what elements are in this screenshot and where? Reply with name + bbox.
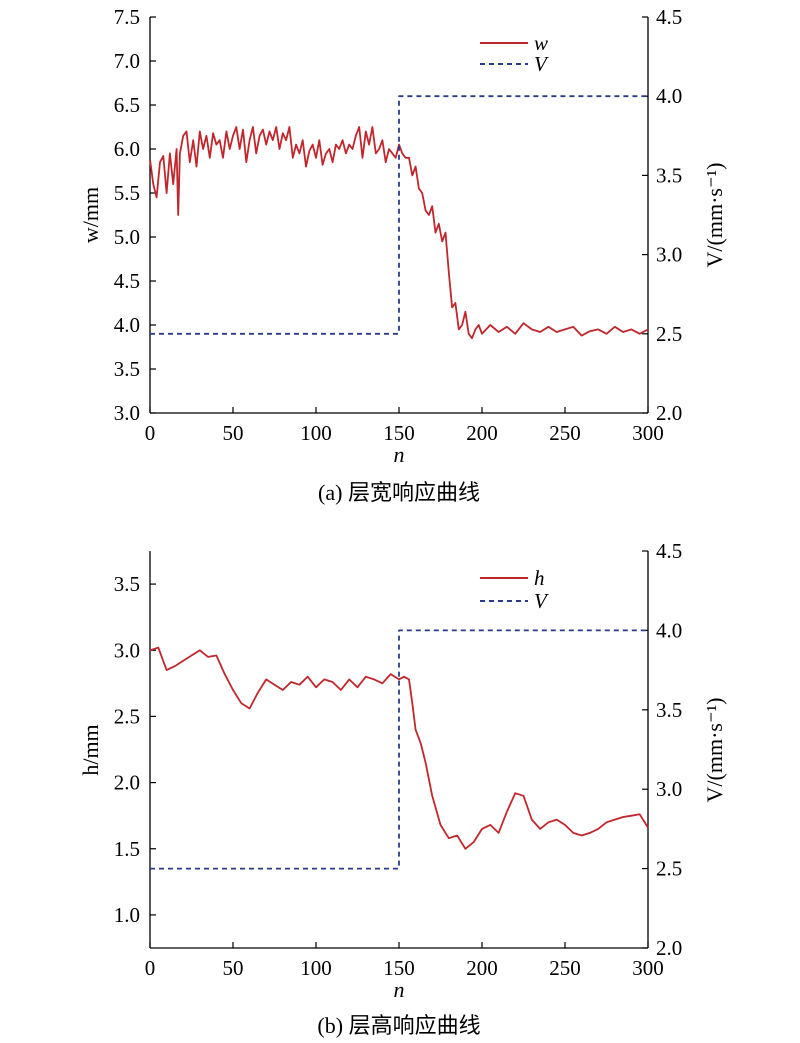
chart-a-y2tick-label: 3.0 — [656, 243, 682, 267]
chart-a-ylabel: w/mm — [78, 187, 103, 243]
chart-a-xtick-label: 200 — [466, 421, 498, 445]
chart-a-y2tick-label: 2.5 — [656, 322, 682, 346]
chart-b-y2ticks: 2.0 2.5 3.0 3.5 4.0 4.5 — [642, 539, 682, 960]
chart-b-xtick-label: 300 — [632, 956, 664, 980]
chart-a-ytick-label: 5.5 — [114, 181, 140, 205]
chart-a-y2tick-label: 4.5 — [656, 5, 682, 29]
chart-b-y2tick-label: 3.0 — [656, 777, 682, 801]
chart-b-y2tick-label: 3.5 — [656, 698, 682, 722]
chart-b-y2tick-label: 4.5 — [656, 539, 682, 563]
chart-a-ytick-label: 4.0 — [114, 313, 140, 337]
chart-b-ytick-label: 3.0 — [114, 638, 140, 662]
chart-a-xtick-label: 50 — [223, 421, 244, 445]
chart-b-legend-v-label: V — [534, 589, 549, 613]
chart-a-yticks: 3.0 3.5 4.0 4.5 5.0 5.5 6.0 6.5 7.0 7.5 — [114, 5, 156, 425]
chart-b-y2tick-label: 2.0 — [656, 936, 682, 960]
chart-a-y2tick-label: 3.5 — [656, 163, 682, 187]
chart-a-xticks: 0 50 100 150 200 250 300 — [145, 407, 664, 445]
chart-a-ytick-label: 3.5 — [114, 357, 140, 381]
chart-b-ytick-label: 1.0 — [114, 903, 140, 927]
chart-b-y2tick-label: 4.0 — [656, 618, 682, 642]
chart-b-xlabel: n — [394, 977, 405, 1002]
chart-b-series — [149, 629, 649, 870]
chart-a-y2tick-label: 4.0 — [656, 84, 682, 108]
chart-b-axes — [149, 551, 649, 949]
chart-a-xtick-label: 0 — [145, 421, 156, 445]
chart-b-xtick-label: 100 — [300, 956, 332, 980]
chart-b-caption: (b) 层高响应曲线 — [317, 1013, 480, 1038]
chart-b-xtick-label: 200 — [466, 956, 498, 980]
chart-a-y2tick-label: 2.0 — [656, 401, 682, 425]
chart-a-caption: (a) 层宽响应曲线 — [318, 480, 480, 505]
chart-a-ytick-label: 6.5 — [114, 93, 140, 117]
chart-b-xtick-label: 50 — [223, 956, 244, 980]
chart-a-y2ticks: 2.0 2.5 3.0 3.5 4.0 4.5 — [642, 5, 682, 425]
chart-a-xtick-label: 150 — [383, 421, 415, 445]
chart-a-legend-w-label: w — [534, 31, 548, 55]
chart-b-xticks: 0 50 100 150 200 250 300 — [145, 942, 664, 980]
chart-a-xlabel: n — [394, 442, 405, 467]
chart-a-xtick-label: 300 — [632, 421, 664, 445]
chart-a-legend-v-label: V — [534, 52, 549, 76]
chart-a-series — [149, 95, 649, 340]
chart-b-ytick-label: 2.0 — [114, 771, 140, 795]
chart-a-series-w-line — [149, 126, 649, 340]
chart-b-ytick-label: 3.5 — [114, 572, 140, 596]
chart-b-ytick-label: 1.5 — [114, 837, 140, 861]
chart-a-ytick-label: 7.5 — [114, 5, 140, 29]
chart-a-ytick-label: 3.0 — [114, 401, 140, 425]
chart-a-axes — [149, 17, 649, 414]
chart-a-xtick-label: 250 — [549, 421, 581, 445]
chart-a-ytick-label: 7.0 — [114, 49, 140, 73]
chart-b-series-h-line — [149, 646, 649, 850]
chart-a-xtick-label: 100 — [300, 421, 332, 445]
chart-b-legend-h-label: h — [534, 566, 545, 590]
chart-a: 0 50 100 150 200 250 300 3.0 3.5 4.0 4.5 5.0 5.5 6.0… — [78, 5, 727, 505]
chart-a-ytick-label: 5.0 — [114, 225, 140, 249]
chart-a-ytick-label: 6.0 — [114, 137, 140, 161]
chart-b-xtick-label: 150 — [383, 956, 415, 980]
chart-a-ytick-label: 4.5 — [114, 269, 140, 293]
chart-b-y2label: V/(mm·s⁻¹) — [702, 698, 727, 803]
chart-a-y2label: V/(mm·s⁻¹) — [702, 163, 727, 268]
chart-a-series-v-line — [150, 95, 648, 335]
chart-b-ytick-label: 2.5 — [114, 704, 140, 728]
chart-a-legend: w V — [480, 31, 549, 76]
chart-b-xtick-label: 0 — [145, 956, 156, 980]
chart-b-y2tick-label: 2.5 — [656, 857, 682, 881]
chart-b-legend: h V — [480, 566, 549, 613]
chart-b-ylabel: h/mm — [78, 724, 103, 775]
chart-b-yticks: 1.0 1.5 2.0 2.5 3.0 3.5 — [114, 572, 156, 927]
chart-b: 0 50 100 150 200 250 300 1.0 1.5 2.0 2.5 3.0 3.5 2.… — [78, 539, 727, 1038]
chart-b-xtick-label: 250 — [549, 956, 581, 980]
